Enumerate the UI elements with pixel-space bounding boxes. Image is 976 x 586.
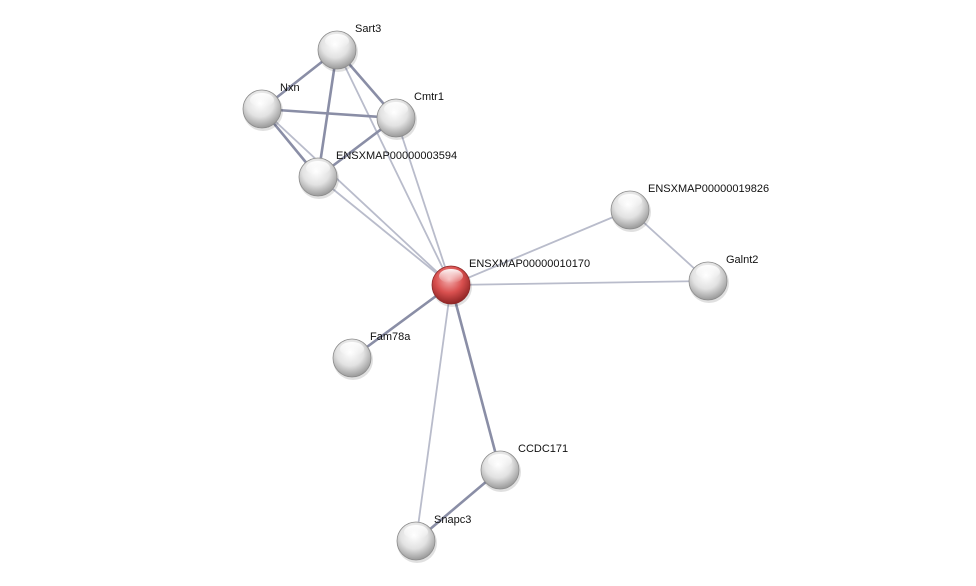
node-highlight (325, 34, 349, 48)
edge-ENSXMAP00000010170-Galnt2[interactable] (450, 280, 709, 286)
node-highlight (404, 525, 428, 539)
node-Cmtr1[interactable]: Cmtr1 (376, 91, 444, 140)
edge-Cmtr1-ENSXMAP00000010170[interactable] (395, 117, 452, 286)
edge-ENSXMAP00000010170-Snapc3[interactable] (415, 284, 452, 542)
edge-Nxn-ENSXMAP00000010170[interactable] (261, 108, 452, 286)
node-highlight (439, 269, 463, 283)
edge-ENSXMAP00000019826-ENSXMAP00000010170[interactable] (450, 209, 631, 286)
node-label: ENSXMAP00000019826 (648, 183, 769, 195)
node-label: Snapc3 (434, 514, 471, 526)
node-ENSXMAP00000010170[interactable]: ENSXMAP00000010170 (431, 258, 590, 307)
node-highlight (696, 265, 720, 279)
edge-ENSXMAP00000003594-ENSXMAP00000010170[interactable] (317, 176, 452, 286)
node-highlight (384, 102, 408, 116)
node-label: Fam78a (370, 331, 411, 343)
node-label: CCDC171 (518, 443, 568, 455)
node-CCDC171[interactable]: CCDC171 (480, 443, 568, 492)
node-label: ENSXMAP00000010170 (469, 258, 590, 270)
edge-ENSXMAP00000010170-Fam78a[interactable] (351, 283, 452, 360)
node-highlight (306, 161, 330, 175)
node-Snapc3[interactable]: Snapc3 (396, 514, 471, 563)
node-Galnt2[interactable]: Galnt2 (688, 254, 758, 303)
node-label: Galnt2 (726, 254, 758, 266)
node-ENSXMAP00000003594[interactable]: ENSXMAP00000003594 (298, 150, 457, 199)
node-ENSXMAP00000019826[interactable]: ENSXMAP00000019826 (610, 183, 769, 232)
edge-Nxn-Cmtr1[interactable] (261, 107, 397, 120)
node-Fam78a[interactable]: Fam78a (332, 331, 411, 380)
node-highlight (618, 194, 642, 208)
node-label: ENSXMAP00000003594 (336, 150, 457, 162)
edge-ENSXMAP00000010170-CCDC171[interactable] (449, 284, 502, 471)
node-highlight (488, 454, 512, 468)
node-label: Cmtr1 (414, 91, 444, 103)
node-label: Nxn (280, 82, 300, 94)
edge-Sart3-ENSXMAP00000010170[interactable] (336, 49, 452, 286)
node-highlight (250, 93, 274, 107)
node-highlight (340, 342, 364, 356)
node-Sart3[interactable]: Sart3 (317, 23, 381, 72)
node-Nxn[interactable]: Nxn (242, 82, 300, 131)
node-label: Sart3 (355, 23, 381, 35)
